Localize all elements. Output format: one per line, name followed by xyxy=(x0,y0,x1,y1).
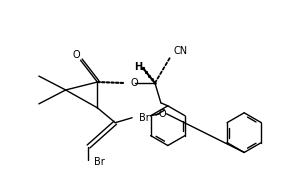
Text: Br: Br xyxy=(139,113,150,123)
Text: Br: Br xyxy=(94,157,105,167)
Text: O: O xyxy=(130,78,138,88)
Text: CN: CN xyxy=(174,46,188,56)
Text: O: O xyxy=(73,50,80,60)
Text: H: H xyxy=(134,62,142,72)
Text: O: O xyxy=(159,109,166,119)
